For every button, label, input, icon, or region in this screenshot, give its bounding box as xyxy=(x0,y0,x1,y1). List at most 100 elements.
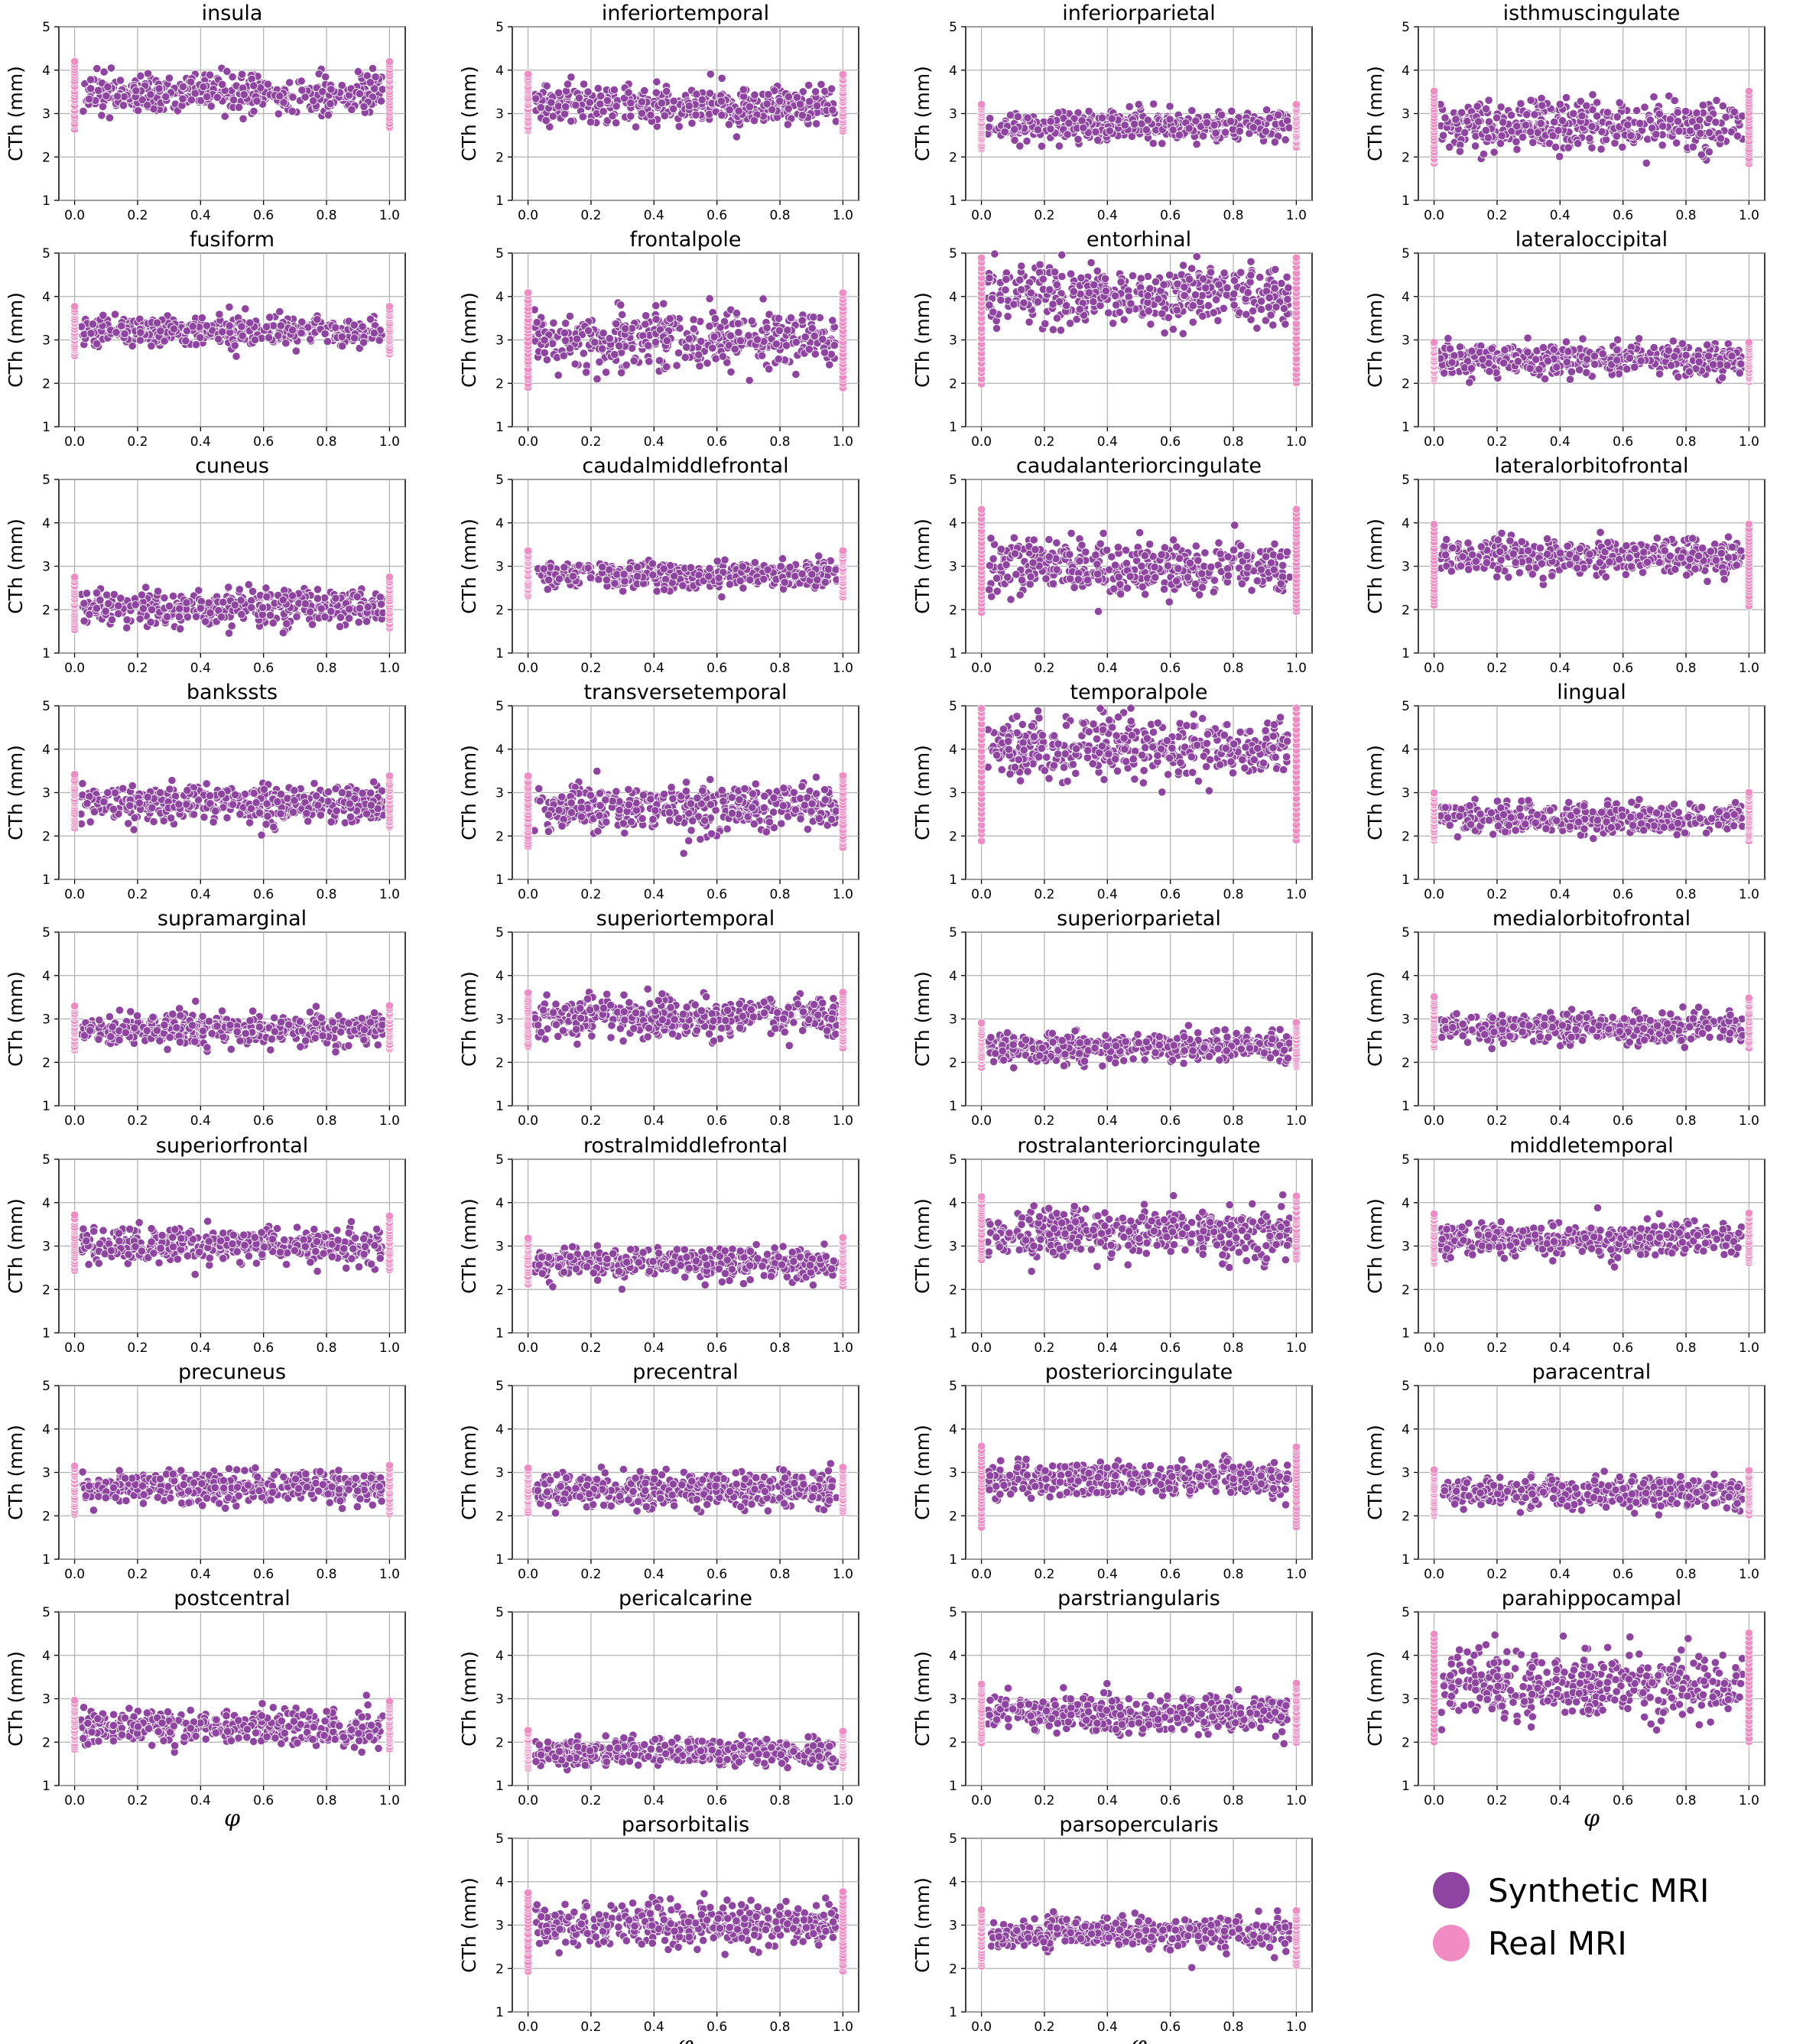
synthetic-point xyxy=(795,99,805,109)
synthetic-point xyxy=(331,593,340,603)
synthetic-point xyxy=(764,89,773,99)
real-point xyxy=(70,302,80,311)
y-tick-label: 3 xyxy=(949,107,957,122)
y-tick-label: 4 xyxy=(949,63,957,79)
synthetic-point xyxy=(1062,301,1071,310)
synthetic-point xyxy=(230,600,239,609)
synthetic-point xyxy=(137,590,146,600)
synthetic-point xyxy=(1015,275,1025,284)
synthetic-point xyxy=(114,601,123,610)
synthetic-point xyxy=(1134,99,1143,109)
real-point xyxy=(838,288,848,297)
panel-title: lateraloccipital xyxy=(1515,228,1668,252)
synthetic-point xyxy=(204,598,213,607)
synthetic-point xyxy=(644,341,653,350)
synthetic-point xyxy=(669,96,678,106)
synthetic-point xyxy=(781,341,791,350)
synthetic-point xyxy=(565,311,575,321)
synthetic-point xyxy=(307,620,317,629)
synthetic-point xyxy=(726,331,736,340)
synthetic-point xyxy=(134,106,143,115)
synthetic-point xyxy=(237,609,246,619)
synthetic-point xyxy=(726,367,736,376)
y-tick-label: 1 xyxy=(1402,193,1410,209)
synthetic-point xyxy=(1673,117,1682,126)
synthetic-point xyxy=(1262,106,1272,115)
synthetic-point xyxy=(1046,117,1055,126)
synthetic-point xyxy=(1045,285,1054,294)
synthetic-point xyxy=(830,340,839,350)
y-tick-label: 1 xyxy=(949,420,957,435)
synthetic-point xyxy=(548,112,557,121)
synthetic-point xyxy=(641,320,650,329)
synthetic-point xyxy=(1652,130,1661,139)
y-tick-label: 1 xyxy=(495,193,504,209)
synthetic-point xyxy=(579,349,588,358)
x-tick-label: 0.2 xyxy=(1486,208,1507,223)
synthetic-point xyxy=(86,84,96,93)
synthetic-point xyxy=(288,93,297,102)
synthetic-point xyxy=(1558,116,1567,125)
synthetic-point xyxy=(706,70,715,79)
synthetic-point xyxy=(705,89,715,98)
synthetic-point xyxy=(992,323,1002,333)
y-tick-label: 4 xyxy=(495,290,504,305)
y-tick-label: 2 xyxy=(949,376,957,392)
synthetic-point xyxy=(176,624,185,633)
x-tick-label: 0.0 xyxy=(518,434,538,450)
synthetic-point xyxy=(717,73,726,83)
synthetic-point xyxy=(239,114,248,123)
synthetic-point xyxy=(1136,274,1145,283)
synthetic-point xyxy=(1695,115,1704,125)
synthetic-point xyxy=(181,336,190,346)
synthetic-point xyxy=(687,119,697,128)
synthetic-point xyxy=(1158,139,1167,148)
synthetic-point xyxy=(1219,304,1228,313)
synthetic-point xyxy=(1285,123,1294,132)
synthetic-point xyxy=(265,610,275,620)
synthetic-point xyxy=(596,99,605,109)
real-point xyxy=(1291,253,1301,262)
synthetic-point xyxy=(1005,110,1015,120)
synthetic-point xyxy=(1211,128,1220,138)
synthetic-point xyxy=(1667,361,1676,370)
synthetic-point xyxy=(1482,104,1491,113)
synthetic-point xyxy=(1066,319,1075,328)
synthetic-point xyxy=(984,122,993,132)
synthetic-point xyxy=(665,314,674,323)
real-point xyxy=(977,253,986,262)
y-axis-label: CTh (mm) xyxy=(5,66,27,161)
synthetic-point xyxy=(352,592,362,602)
synthetic-point xyxy=(261,322,271,331)
y-tick-label: 3 xyxy=(42,560,50,575)
synthetic-point xyxy=(119,101,128,110)
synthetic-point xyxy=(291,346,300,356)
synthetic-point xyxy=(192,612,201,622)
x-tick-label: 0.4 xyxy=(190,208,211,223)
synthetic-point xyxy=(86,75,96,84)
synthetic-point xyxy=(220,112,229,121)
synthetic-point xyxy=(331,323,340,332)
x-tick-label: 1.0 xyxy=(1286,434,1307,450)
real-point xyxy=(385,57,394,67)
synthetic-point xyxy=(750,90,759,99)
synthetic-point xyxy=(368,63,378,73)
synthetic-point xyxy=(363,603,372,612)
synthetic-point xyxy=(774,354,783,364)
synthetic-point xyxy=(774,314,784,323)
synthetic-point xyxy=(1550,117,1559,127)
synthetic-point xyxy=(1145,284,1155,293)
synthetic-point xyxy=(736,336,745,346)
synthetic-point xyxy=(268,321,278,330)
synthetic-point xyxy=(345,604,354,614)
synthetic-point xyxy=(797,111,807,120)
synthetic-point xyxy=(178,82,187,91)
synthetic-point xyxy=(190,89,200,98)
synthetic-point xyxy=(1668,336,1678,346)
synthetic-point xyxy=(1632,106,1642,115)
synthetic-point xyxy=(1512,122,1522,131)
synthetic-point xyxy=(135,614,145,623)
